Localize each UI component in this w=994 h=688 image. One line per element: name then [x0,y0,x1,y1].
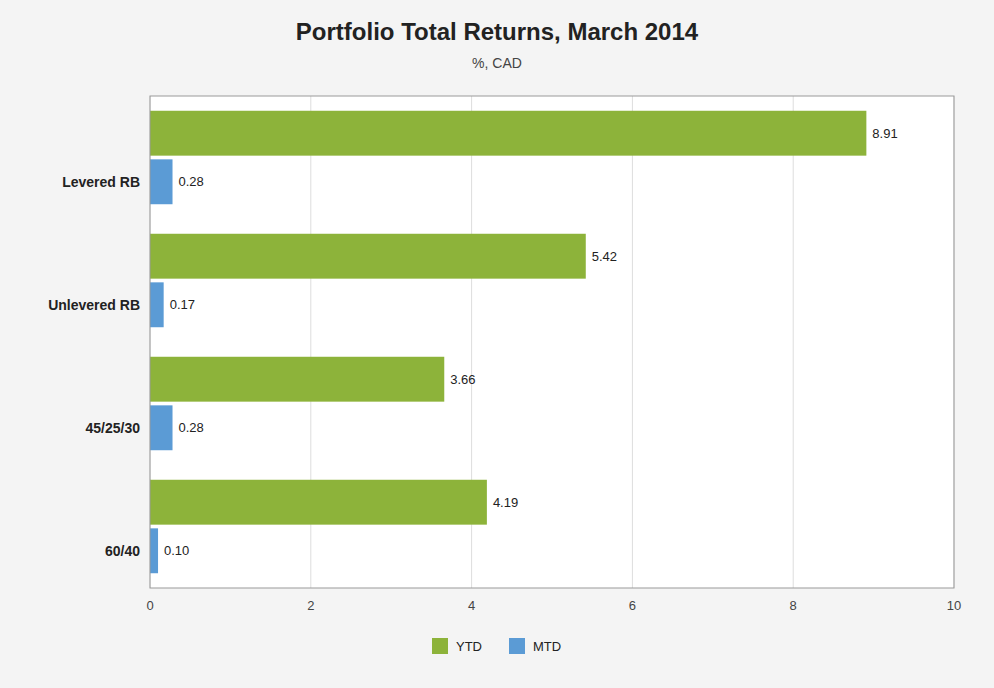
legend: YTD MTD [432,638,561,654]
data-label: 5.42 [592,249,617,264]
background [0,0,994,688]
tick-label: 6 [629,598,636,613]
plot-frame [150,96,954,588]
tick-label: 0 [146,598,153,613]
tick-label: 2 [307,598,314,613]
plot-area [150,96,954,588]
category-label: Levered RB [62,174,140,190]
subtitle: %, CAD [472,55,522,71]
data-label: 0.28 [179,420,204,435]
data-label: 0.10 [164,543,189,558]
bar [150,282,164,327]
data-label: 4.19 [493,495,518,510]
data-label: 0.28 [179,174,204,189]
labels: 8.91 0.28 5.42 0.17 3.66 0.28 4.19 0.10 [164,126,898,559]
category-label: 45/25/30 [86,420,141,436]
legend-label: MTD [533,639,561,654]
bars [150,111,866,573]
category-label: Unlevered RB [48,297,140,313]
data-label: 8.91 [872,126,897,141]
bar [150,480,487,525]
tick-label: 4 [468,598,475,613]
grid-line [793,96,794,588]
bar [150,528,158,573]
category-label: 60/40 [105,543,140,559]
bar [150,357,444,402]
bar [150,159,173,204]
bar [150,234,586,279]
bar [150,405,173,450]
data-label: 3.66 [450,372,475,387]
grid-line [632,96,633,588]
title: Portfolio Total Returns, March 2014 [296,18,699,45]
data-label: 0.17 [170,297,195,312]
legend-swatch [432,638,448,654]
legend-swatch [509,638,525,654]
tick-label: 10 [947,598,961,613]
tick-label: 8 [790,598,797,613]
chart: Portfolio Total Returns, March 2014 %, CA… [0,0,994,688]
bar [150,111,866,156]
legend-label: YTD [456,639,482,654]
